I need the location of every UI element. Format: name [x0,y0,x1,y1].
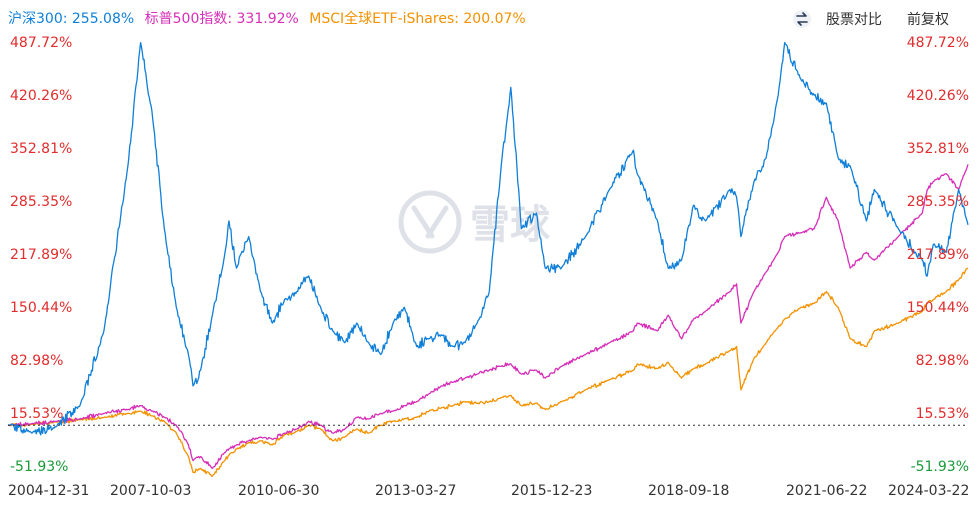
series-line-2 [7,267,969,477]
snowball-logo-icon [398,190,462,254]
x-tick-7: 2024-03-22 [888,483,969,499]
legend-text: 沪深300: 255.08% 标普500指数: 331.92% MSCI全球ET… [8,10,526,27]
series-layer [7,41,969,477]
legend: 沪深300: 255.08% 标普500指数: 331.92% MSCI全球ET… [8,10,526,27]
y-tick-right-3: 285.35% [907,194,969,210]
y-tick-right-6: 82.98% [916,353,969,369]
compare-stocks-button[interactable]: 股票对比 [826,12,882,28]
y-tick-left-8: -51.93% [10,459,68,475]
y-tick-left-5: 150.44% [10,300,72,316]
y-tick-right-5: 150.44% [907,300,969,316]
y-tick-right-0: 487.72% [907,35,969,51]
series-line-1 [7,164,969,470]
x-tick-4: 2015-12-23 [511,483,592,499]
x-tick-5: 2018-09-18 [648,483,729,499]
y-tick-left-7: 15.53% [10,406,63,422]
series-line-0 [7,41,969,436]
y-tick-left-0: 487.72% [10,35,72,51]
legend-msci: MSCI全球ETF-iShares: 200.07% [309,10,525,27]
x-axis: 2004-12-31 2007-10-03 2010-06-30 2013-03-27… [8,483,969,499]
legend-sp500: 标普500指数: 331.92% [145,11,299,27]
x-tick-0: 2004-12-31 [8,483,89,499]
y-tick-left-1: 420.26% [10,88,72,104]
price-adjust-button[interactable]: 前复权 [907,11,949,28]
x-tick-6: 2021-06-22 [786,483,867,499]
y-tick-right-1: 420.26% [907,88,969,104]
y-tick-left-4: 217.89% [10,247,72,263]
y-tick-right-4: 217.89% [907,247,969,263]
y-tick-right-8: -51.93% [911,459,969,475]
legend-hs300: 沪深300: 255.08% [8,11,134,27]
x-tick-1: 2007-10-03 [110,483,191,499]
x-tick-2: 2010-06-30 [238,483,319,499]
x-tick-3: 2013-03-27 [375,483,456,499]
y-tick-left-2: 352.81% [10,141,72,157]
watermark: 雪球 [398,190,551,254]
watermark-text: 雪球 [470,202,551,248]
y-tick-right-7: 15.53% [916,406,969,422]
y-tick-right-2: 352.81% [907,141,969,157]
y-axis-left: 487.72% 420.26% 352.81% 285.35% 217.89% 150.4… [10,35,72,475]
y-tick-left-6: 82.98% [10,353,63,369]
y-tick-left-3: 285.35% [10,194,72,210]
swap-arrows-icon[interactable] [793,10,811,28]
y-axis-right: 487.72% 420.26% 352.81% 285.35% 217.89% 150.4… [907,35,969,475]
